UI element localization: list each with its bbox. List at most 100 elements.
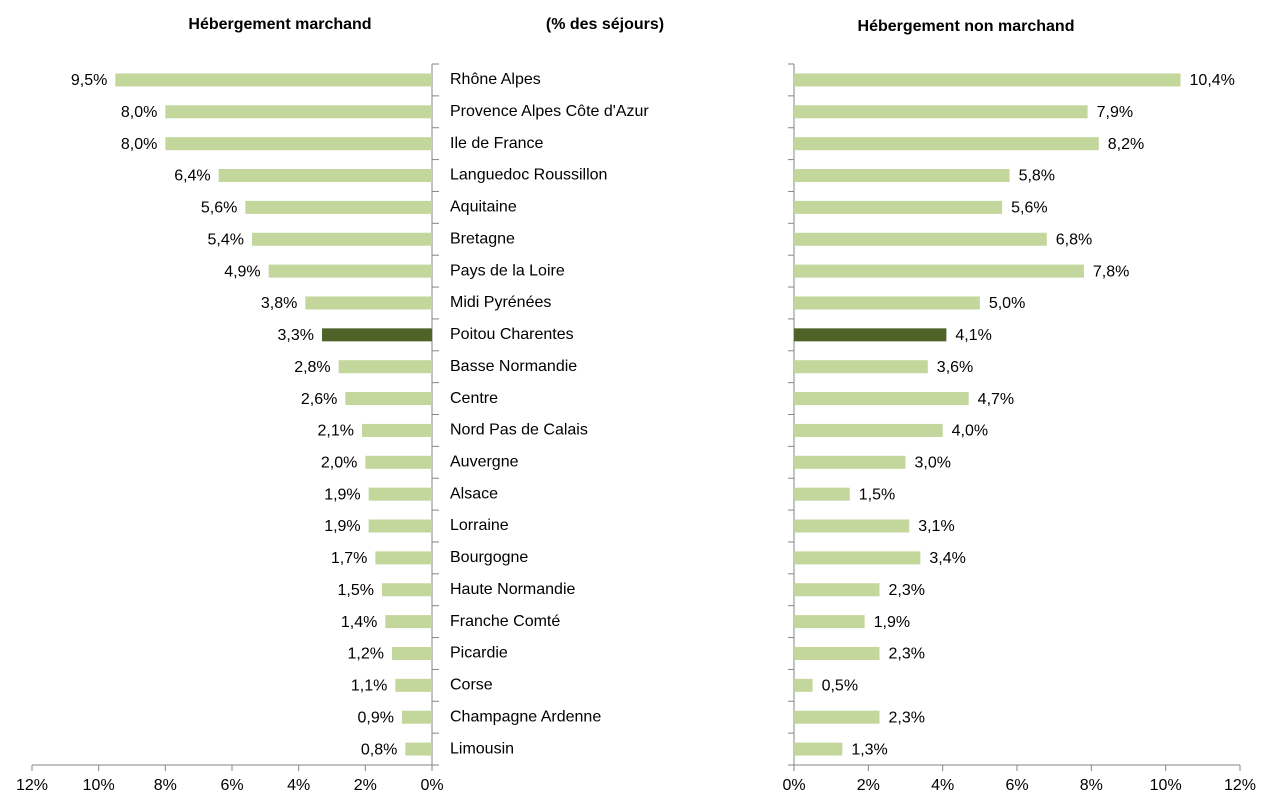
data-label: 6,4% <box>174 168 210 185</box>
bar <box>385 615 432 629</box>
category-label: Limousin <box>450 740 514 757</box>
data-label: 4,1% <box>955 327 991 344</box>
bar <box>268 264 432 278</box>
bar <box>402 710 432 724</box>
x-tick-label: 2% <box>354 777 377 794</box>
data-label: 3,1% <box>918 518 954 535</box>
category-label: Poitou Charentes <box>450 326 574 343</box>
bar <box>794 232 1047 246</box>
bar <box>218 169 432 183</box>
bar <box>794 583 880 597</box>
data-label: 1,5% <box>859 486 895 503</box>
category-label: Basse Normandie <box>450 358 577 375</box>
x-tick-label: 2% <box>857 777 880 794</box>
data-label: 1,7% <box>331 550 367 567</box>
data-label: 5,8% <box>1019 168 1055 185</box>
data-label: 1,5% <box>338 582 374 599</box>
data-label: 5,6% <box>201 200 237 217</box>
category-label: Picardie <box>450 645 508 662</box>
category-label: Auvergne <box>450 454 519 471</box>
category-label: Aquitaine <box>450 199 517 216</box>
data-label: 4,7% <box>978 391 1014 408</box>
x-tick-label: 6% <box>1005 777 1028 794</box>
x-tick-label: 0% <box>420 777 443 794</box>
bar <box>794 328 947 342</box>
bar <box>794 73 1181 87</box>
category-label: Franche Comté <box>450 613 560 630</box>
category-label: Corse <box>450 677 493 694</box>
x-tick-label: 4% <box>287 777 310 794</box>
category-label: Pays de la Loire <box>450 262 565 279</box>
data-label: 3,4% <box>929 550 965 567</box>
x-tick-label: 8% <box>1080 777 1103 794</box>
data-label: 0,9% <box>358 709 394 726</box>
data-label: 3,3% <box>278 327 314 344</box>
bar <box>794 742 843 756</box>
bar <box>794 360 928 374</box>
x-tick-label: 12% <box>16 777 48 794</box>
data-label: 2,1% <box>318 423 354 440</box>
bar <box>115 73 432 87</box>
bar <box>794 487 850 501</box>
bar <box>794 200 1003 214</box>
bar <box>794 137 1099 151</box>
data-label: 9,5% <box>71 72 107 89</box>
bar <box>245 200 432 214</box>
category-label: Bourgogne <box>450 549 528 566</box>
bar <box>165 137 433 151</box>
x-tick-label: 10% <box>1150 777 1182 794</box>
bar <box>405 742 432 756</box>
bar <box>375 551 432 565</box>
category-label: Bretagne <box>450 230 515 247</box>
data-label: 1,2% <box>348 646 384 663</box>
bar <box>252 232 432 246</box>
bar <box>794 423 943 437</box>
data-label: 2,8% <box>294 359 330 376</box>
chart-title: Hébergement marchand <box>188 16 371 33</box>
bar <box>794 519 910 533</box>
data-label: 1,9% <box>324 486 360 503</box>
data-label: 3,6% <box>937 359 973 376</box>
category-label: Lorraine <box>450 517 509 534</box>
bar <box>362 423 432 437</box>
bar <box>368 519 432 533</box>
data-label: 1,1% <box>351 678 387 695</box>
data-label: 5,4% <box>208 231 244 248</box>
bar <box>794 646 880 660</box>
data-label: 5,0% <box>989 295 1025 312</box>
category-label: Haute Normandie <box>450 581 576 598</box>
bar <box>794 615 865 629</box>
data-label: 1,9% <box>874 614 910 631</box>
bar <box>392 646 432 660</box>
bar <box>365 455 432 469</box>
category-label: Centre <box>450 390 498 407</box>
x-tick-label: 0% <box>782 777 805 794</box>
category-label: Ile de France <box>450 135 543 152</box>
data-label: 8,0% <box>121 136 157 153</box>
data-label: 1,3% <box>851 741 887 758</box>
bar <box>368 487 432 501</box>
x-tick-label: 8% <box>154 777 177 794</box>
data-label: 2,0% <box>321 455 357 472</box>
data-label: 0,8% <box>361 741 397 758</box>
data-label: 8,2% <box>1108 136 1144 153</box>
bar <box>322 328 432 342</box>
bar <box>165 105 433 119</box>
data-label: 1,9% <box>324 518 360 535</box>
data-label: 0,5% <box>822 678 858 695</box>
data-label: 6,8% <box>1056 231 1092 248</box>
category-label: Nord Pas de Calais <box>450 422 588 439</box>
bar <box>794 392 969 406</box>
data-label: 2,3% <box>888 582 924 599</box>
bar <box>345 392 432 406</box>
category-label: Alsace <box>450 485 498 502</box>
data-label: 2,3% <box>888 646 924 663</box>
bar <box>395 678 432 692</box>
data-label: 3,0% <box>915 455 951 472</box>
category-label: Rhône Alpes <box>450 71 541 88</box>
x-tick-label: 12% <box>1224 777 1256 794</box>
category-label: Languedoc Roussillon <box>450 167 607 184</box>
x-tick-label: 6% <box>220 777 243 794</box>
